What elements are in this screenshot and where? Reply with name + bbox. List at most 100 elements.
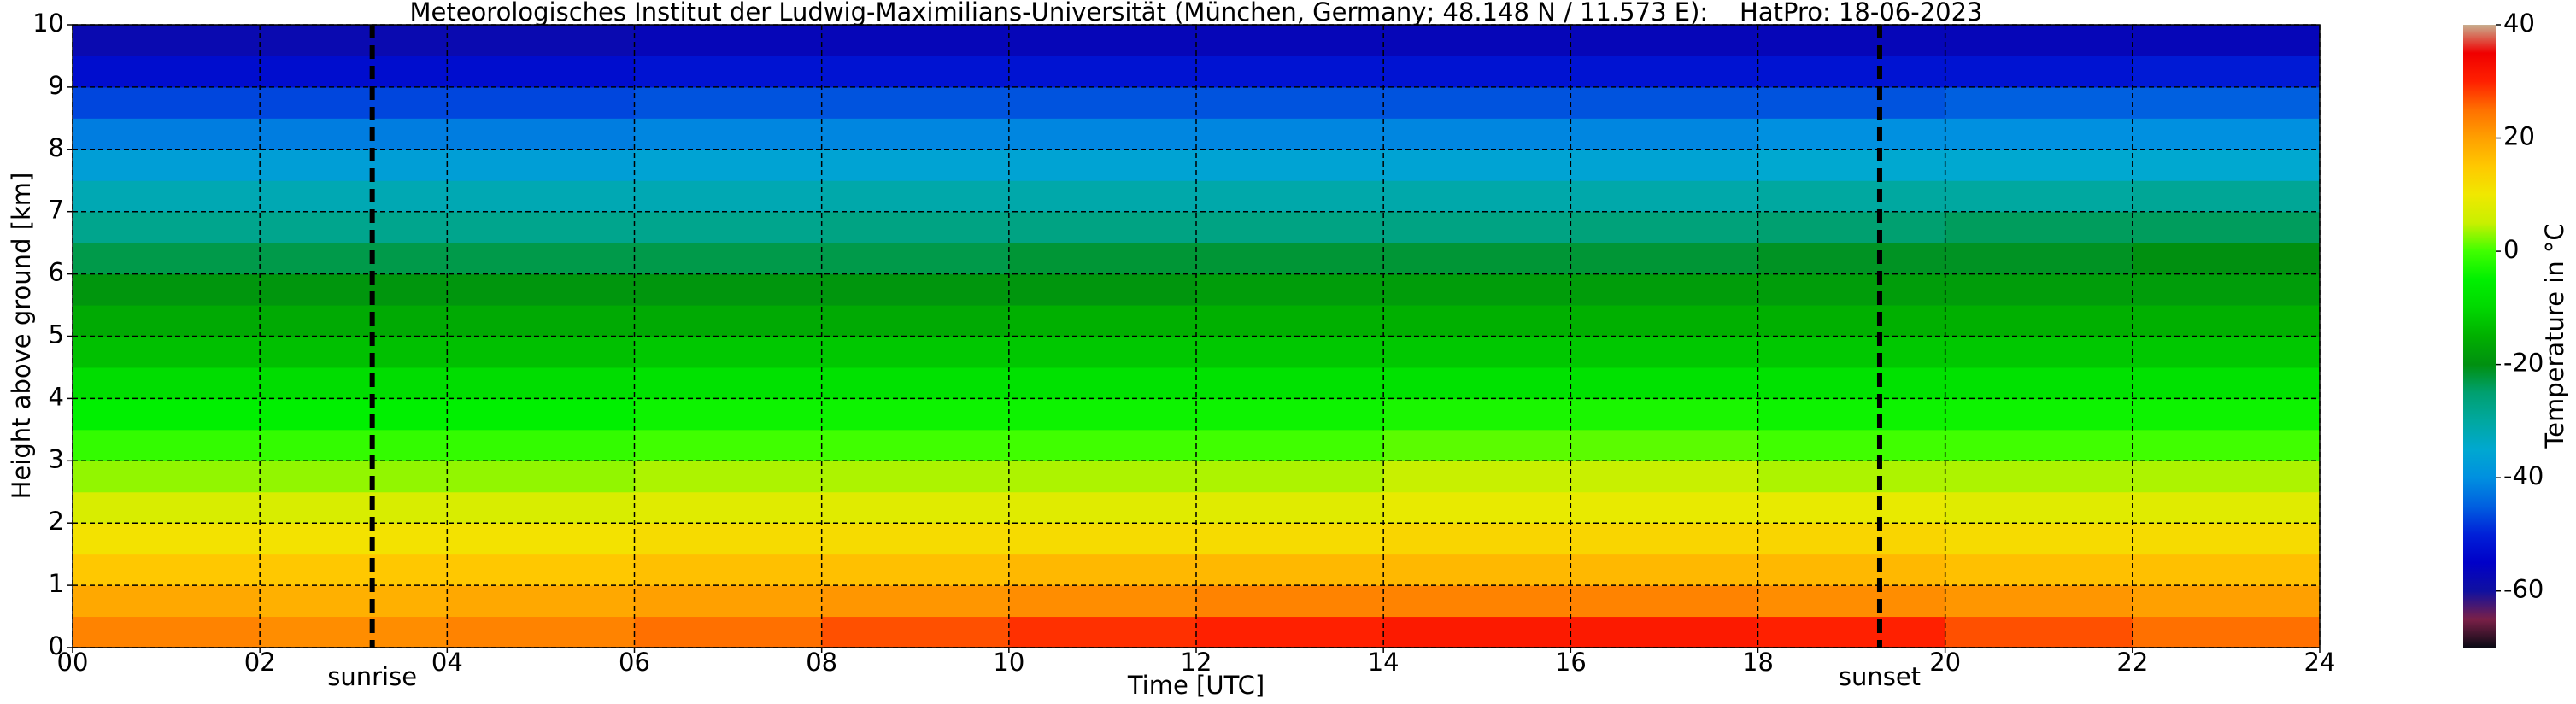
heat-cell [1383, 180, 1571, 213]
colorbar-tick-label: -60 [2503, 575, 2544, 604]
heat-cell [1757, 398, 1946, 431]
heat-cell [1945, 585, 2133, 618]
colorbar-tick-label: 40 [2503, 9, 2535, 38]
heat-cell [1757, 149, 1946, 181]
heat-cell [73, 461, 261, 493]
heat-cell [260, 336, 448, 368]
heat-cell [1570, 491, 1758, 524]
heat-cell [1008, 429, 1197, 461]
heat-cell [447, 585, 635, 618]
heat-cell [2132, 398, 2321, 431]
heat-cell [73, 336, 261, 368]
heat-cell [1757, 491, 1946, 524]
heat-cell [634, 554, 823, 586]
x-tick-label: 16 [1555, 648, 1587, 677]
heat-cell [1196, 461, 1384, 493]
heat-cell [1570, 616, 1758, 648]
colorbar [2463, 25, 2496, 648]
x-tick-label: 04 [431, 648, 463, 677]
heat-cell [2132, 367, 2321, 399]
heat-cell [1008, 273, 1197, 306]
x-tick-label: 14 [1368, 648, 1399, 677]
heat-cell [1196, 56, 1384, 88]
y-tick-label: 9 [49, 71, 64, 100]
heat-cell [1383, 118, 1571, 150]
heat-cell [73, 243, 261, 275]
heat-cell [1196, 616, 1384, 648]
heat-cell [1945, 336, 2133, 368]
heat-cell [447, 180, 635, 213]
heat-cell [1008, 305, 1197, 337]
heat-cell [1757, 243, 1946, 275]
heat-cell [1196, 149, 1384, 181]
heat-cell [447, 491, 635, 524]
y-tick-label: 6 [49, 258, 64, 287]
heat-cell [447, 273, 635, 306]
heat-cell [1945, 243, 2133, 275]
heat-cell [1945, 461, 2133, 493]
colorbar-tick-label: 0 [2503, 235, 2519, 264]
heat-cell [2132, 461, 2321, 493]
heat-cell [1196, 273, 1384, 306]
heat-cell [2132, 149, 2321, 181]
heat-cell [1945, 273, 2133, 306]
heat-cell [1945, 149, 2133, 181]
heat-cell [447, 211, 635, 243]
heat-cell [260, 367, 448, 399]
heat-cell [1945, 398, 2133, 431]
heat-cell [260, 86, 448, 119]
heat-cell [821, 243, 1010, 275]
heat-cell [634, 149, 823, 181]
heat-cell [1008, 398, 1197, 431]
heat-cell [634, 523, 823, 555]
heat-cell [73, 273, 261, 306]
heat-cell [260, 273, 448, 306]
heat-cell [1570, 461, 1758, 493]
heat-cell [1757, 86, 1946, 119]
heat-cell [1008, 25, 1197, 56]
heat-cell [634, 367, 823, 399]
heat-cell [2132, 429, 2321, 461]
heat-cell [1757, 273, 1946, 306]
heat-cell [1383, 398, 1571, 431]
heat-cell [821, 429, 1010, 461]
heat-cell [1008, 336, 1197, 368]
heat-cell [73, 398, 261, 431]
heat-cell [260, 616, 448, 648]
x-axis-label: Time [UTC] [1127, 671, 1265, 700]
heat-cell [1383, 305, 1571, 337]
y-tick-label: 7 [49, 196, 64, 225]
heat-cell [1383, 273, 1571, 306]
heat-cell [447, 56, 635, 88]
heat-cell [1757, 25, 1946, 56]
heat-cell [821, 616, 1010, 648]
heat-cell [821, 305, 1010, 337]
heat-cell [634, 118, 823, 150]
heat-cell [2132, 616, 2321, 648]
heat-cell [1383, 149, 1571, 181]
heat-cell [260, 180, 448, 213]
heat-cell [260, 118, 448, 150]
heat-cell [1383, 336, 1571, 368]
heat-cell [1945, 305, 2133, 337]
heat-cell [821, 461, 1010, 493]
heat-cell [1570, 398, 1758, 431]
heat-cell [1945, 56, 2133, 88]
heat-cell [447, 367, 635, 399]
colorbar-tick-label: -40 [2503, 461, 2544, 490]
heat-cell [1008, 367, 1197, 399]
heat-cell [1757, 336, 1946, 368]
heat-cell [634, 398, 823, 431]
heat-cell [821, 118, 1010, 150]
y-tick-label: 8 [49, 133, 64, 162]
heat-cell [1570, 180, 1758, 213]
heat-cell [821, 149, 1010, 181]
heat-cell [1008, 491, 1197, 524]
plot-frame [72, 24, 2321, 648]
heat-cell [1008, 554, 1197, 586]
heat-cell [1196, 243, 1384, 275]
heat-cell [1945, 118, 2133, 150]
heat-cell [1945, 86, 2133, 119]
heat-cell [1570, 429, 1758, 461]
heat-cell [1196, 180, 1384, 213]
